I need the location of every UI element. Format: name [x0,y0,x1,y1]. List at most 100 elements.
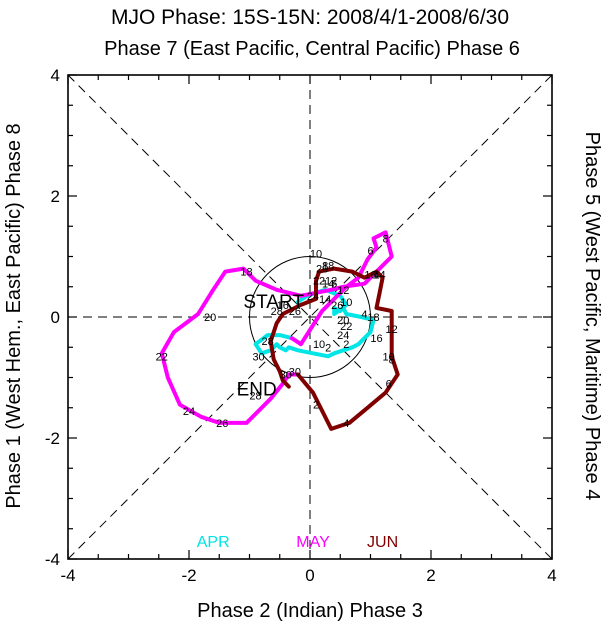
series-point [332,312,336,316]
day-label: 14 [322,279,334,291]
day-label: 28 [249,391,261,403]
series-point [350,345,354,349]
series-point [253,279,258,283]
day-label: 24 [183,406,195,418]
series-point [365,406,370,410]
series-point [172,330,176,334]
series-point [281,312,285,316]
series-point [341,348,345,352]
series-point [329,427,333,431]
series-point [365,257,370,262]
series-point [362,282,367,286]
series-point [326,354,330,358]
day-label: 8 [389,354,395,366]
y-tick-label: -4 [45,550,60,569]
series-point [284,348,288,352]
series-point [272,357,276,361]
legend-item-may: MAY [296,534,330,551]
x-tick-label: 4 [547,566,556,585]
series-point [374,306,379,310]
series-point [269,397,273,401]
series-point [374,245,379,250]
day-label: 14 [319,294,331,306]
series-point [341,285,345,289]
series-point [287,345,291,349]
series-point [199,415,203,419]
day-label: 22 [313,276,325,288]
day-label: 2 [313,400,319,412]
day-label: 16 [277,300,289,312]
series-point [390,336,394,340]
day-label: 28 [271,306,283,318]
series-point [281,378,285,383]
day-label: 4 [343,418,349,430]
series-point [223,270,227,274]
x-tick-label: -2 [181,566,196,585]
day-label: 28 [262,336,274,348]
day-label: 10 [310,248,322,260]
day-label: 22 [340,321,352,333]
y-tick-label: 0 [51,308,60,327]
series-point [384,391,388,395]
day-label: 24 [307,291,319,303]
day-label: 10 [340,297,352,309]
series-point [347,421,351,425]
day-label: 24 [337,330,349,342]
series-point [311,351,315,355]
series-point [296,300,300,304]
series-point [362,276,367,280]
x-tick-label: 2 [426,566,435,585]
series-point [178,403,182,407]
series-point [275,321,279,325]
series-point [341,306,345,310]
phase-label-right: Phase 5 (West Pacific, Maritime) Phase 4 [581,132,603,501]
series-point [390,354,394,358]
series-point [344,312,348,316]
start-marker: START [243,292,304,313]
diagonal-line [67,74,553,560]
series-point [317,270,321,274]
legend-item-apr: APR [197,534,230,551]
x-tick-label: 0 [305,566,314,585]
day-label: 26 [216,418,228,430]
series-point [371,318,376,322]
markers-layer: START END [237,292,305,401]
day-label: 12 [325,276,337,288]
series-point [384,230,388,234]
chart-title: MJO Phase: 15S-15N: 2008/4/1-2008/6/30 [111,6,509,29]
series-point [344,303,348,307]
series-point [390,309,394,313]
series-point [287,384,291,389]
day-label: 8 [322,261,328,273]
day-label: 12 [337,285,349,297]
series-point [278,333,282,337]
series-point [356,342,360,346]
day-label: 20 [204,312,216,324]
series-point [350,270,354,274]
day-label: 4 [361,309,367,321]
day-label: 30 [252,351,264,363]
series-point [196,312,200,316]
series-point [332,351,336,355]
day-label: 20 [337,315,349,327]
series-point [371,236,376,240]
y-tick-label: -2 [45,429,60,448]
series-point [390,254,394,259]
series-point [269,339,273,343]
series-point [160,351,164,355]
day-label: 22 [156,351,168,363]
day-label: 6 [367,245,373,257]
series-point [314,279,318,283]
legend-item-jun: JUN [367,534,398,551]
series-point [211,288,215,292]
series-point [311,391,315,395]
day-label: 30 [289,366,301,378]
day-label: 18 [240,267,252,279]
day-label: 14 [373,270,385,282]
day-label: 26 [289,306,301,318]
day-label: 12 [386,324,398,336]
series-point [374,270,379,274]
day-label: 10 [383,351,395,363]
day-label: 18 [367,312,379,324]
